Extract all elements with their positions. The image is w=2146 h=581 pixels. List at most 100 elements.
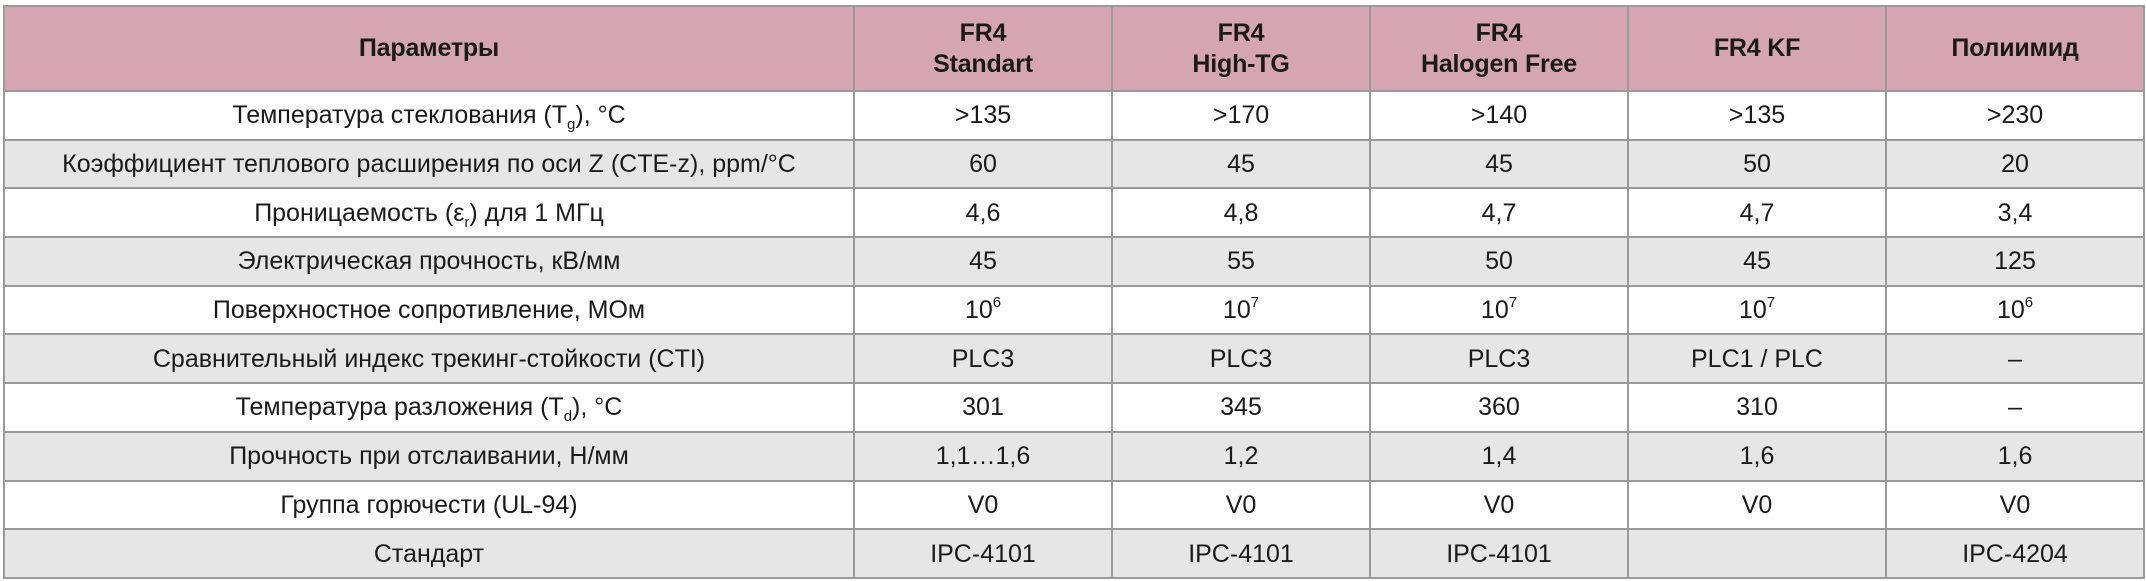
parameter-name-text: Проницаемость (ε <box>254 198 465 227</box>
value-text: 1,6 <box>1997 442 2033 471</box>
value-cell: 60 <box>853 138 1113 190</box>
table-row: Проницаемость (εr) для 1 МГц 4,6 4,8 4,7 4,7… <box>3 187 2145 239</box>
value-text: 45 <box>969 247 997 276</box>
parameter-name-suffix: ) для 1 МГц <box>469 198 604 227</box>
value-cell: V0 <box>1111 479 1371 531</box>
value-cell: 20 <box>1885 138 2145 190</box>
header-parameters: Параметры <box>3 5 855 92</box>
value-text: 10 <box>1738 296 1767 325</box>
value-text: 45 <box>1485 150 1513 179</box>
value-text: V0 <box>1741 490 1773 519</box>
parameter-subscript: d <box>563 408 573 426</box>
value-text: 50 <box>1743 150 1771 179</box>
table-row: Сравнительный индекс трекинг-стойкости (… <box>3 333 2145 385</box>
value-cell: 301 <box>853 382 1113 433</box>
value-cell: PLC1 / PLC <box>1627 333 1887 385</box>
value-text: 20 <box>2001 150 2029 179</box>
value-cell: 4,6 <box>853 187 1113 239</box>
value-text: 10 <box>1480 296 1509 325</box>
header-line-1: FR4 KF <box>1713 34 1801 62</box>
value-text: 4,7 <box>1739 198 1775 227</box>
value-cell: 45 <box>1627 236 1887 287</box>
value-exponent: 7 <box>1508 294 1518 312</box>
value-cell: 1,6 <box>1627 430 1887 482</box>
value-text: IPC-4204 <box>1962 539 2068 568</box>
table-row: Температура разложения (Td), °C 301 345 360… <box>3 382 2145 433</box>
parameter-name-text: Сравнительный индекс трекинг-стойкости (… <box>152 344 706 373</box>
value-cell: PLC3 <box>853 333 1113 385</box>
value-cell: 310 <box>1627 382 1887 433</box>
value-cell: 45 <box>853 236 1113 287</box>
parameter-name-cell: Прочность при отслаивании, Н/мм <box>3 430 855 482</box>
header-fr4-standart: FR4 Standart <box>853 5 1113 92</box>
value-exponent: 7 <box>1766 294 1776 312</box>
value-cell: 107 <box>1627 284 1887 336</box>
value-cell: IPC-4204 <box>1885 528 2145 579</box>
table-row: Группа горючести (UL-94) V0 V0 V0 V0 V0 <box>3 479 2145 531</box>
value-cell: PLC3 <box>1111 333 1371 385</box>
parameter-name-text: Температура разложения (T <box>235 393 564 422</box>
parameter-name-cell: Стандарт <box>3 528 855 579</box>
table-row: Поверхностное сопротивление, МОм 106 107 10… <box>3 284 2145 336</box>
header-fr4-high-tg: FR4 High-TG <box>1111 5 1371 92</box>
parameter-name-suffix: ), °C <box>575 101 626 130</box>
value-text: 310 <box>1736 393 1778 422</box>
value-cell: 55 <box>1111 236 1371 287</box>
value-text: 360 <box>1478 393 1520 422</box>
value-exponent: 7 <box>1250 294 1260 312</box>
value-text: IPC-4101 <box>1446 539 1552 568</box>
value-text: – <box>2008 344 2022 373</box>
value-cell: 45 <box>1111 138 1371 190</box>
value-text: >140 <box>1470 101 1528 130</box>
value-text: 10 <box>1996 296 2025 325</box>
value-text: IPC-4101 <box>1188 539 1294 568</box>
parameter-name-text: Стандарт <box>373 539 485 568</box>
table-row: Стандарт IPC-4101 IPC-4101 IPC-4101 IPC-4204 <box>3 528 2145 579</box>
value-text: V0 <box>1483 490 1515 519</box>
value-text: PLC1 / PLC <box>1690 344 1823 373</box>
value-cell: 4,8 <box>1111 187 1371 239</box>
value-text: 4,6 <box>965 198 1001 227</box>
value-cell: 4,7 <box>1627 187 1887 239</box>
value-cell: >135 <box>853 90 1113 141</box>
value-text: >135 <box>1728 101 1786 130</box>
parameter-name-text: Коэффициент теплового расширения по оси … <box>62 150 796 179</box>
parameter-name-cell: Электрическая прочность, кВ/мм <box>3 236 855 287</box>
value-text: PLC3 <box>1209 344 1273 373</box>
header-line-1: Полиимид <box>1951 34 2079 62</box>
value-cell: IPC-4101 <box>1369 528 1629 579</box>
value-cell: >135 <box>1627 90 1887 141</box>
value-cell: 4,7 <box>1369 187 1629 239</box>
value-cell: 1,6 <box>1885 430 2145 482</box>
table-row: Электрическая прочность, кВ/мм 45 55 50 45 12… <box>3 236 2145 287</box>
parameter-name-text: Температура стеклования (T <box>232 101 568 130</box>
value-text: 345 <box>1220 393 1262 422</box>
value-cell: V0 <box>1627 479 1887 531</box>
value-cell: IPC-4101 <box>853 528 1113 579</box>
table-header: Параметры FR4 Standart FR4 High-TG FR4 H… <box>3 5 2145 92</box>
value-cell: V0 <box>853 479 1113 531</box>
value-cell: 345 <box>1111 382 1371 433</box>
value-text: 45 <box>1743 247 1771 276</box>
spec-table-container: Параметры FR4 Standart FR4 High-TG FR4 H… <box>3 5 2145 579</box>
value-cell: >170 <box>1111 90 1371 141</box>
header-polyimide: Полиимид <box>1885 5 2145 92</box>
value-text: 3,4 <box>1997 198 2033 227</box>
value-cell: 107 <box>1369 284 1629 336</box>
header-row: Параметры FR4 Standart FR4 High-TG FR4 H… <box>3 5 2145 92</box>
parameter-subscript: r <box>464 213 470 231</box>
value-cell: 360 <box>1369 382 1629 433</box>
materials-comparison-table: Параметры FR4 Standart FR4 High-TG FR4 H… <box>3 5 2145 579</box>
value-text: V0 <box>1225 490 1257 519</box>
value-text: 125 <box>1994 247 2036 276</box>
value-cell: IPC-4101 <box>1111 528 1371 579</box>
parameter-name-cell: Сравнительный индекс трекинг-стойкости (… <box>3 333 855 385</box>
value-text: IPC-4101 <box>930 539 1036 568</box>
value-text: 50 <box>1485 247 1513 276</box>
value-cell: 1,2 <box>1111 430 1371 482</box>
value-text: 1,6 <box>1739 442 1775 471</box>
parameter-name-cell: Температура разложения (Td), °C <box>3 382 855 433</box>
header-fr4-kf: FR4 KF <box>1627 5 1887 92</box>
value-text: 301 <box>962 393 1004 422</box>
value-cell: 45 <box>1369 138 1629 190</box>
